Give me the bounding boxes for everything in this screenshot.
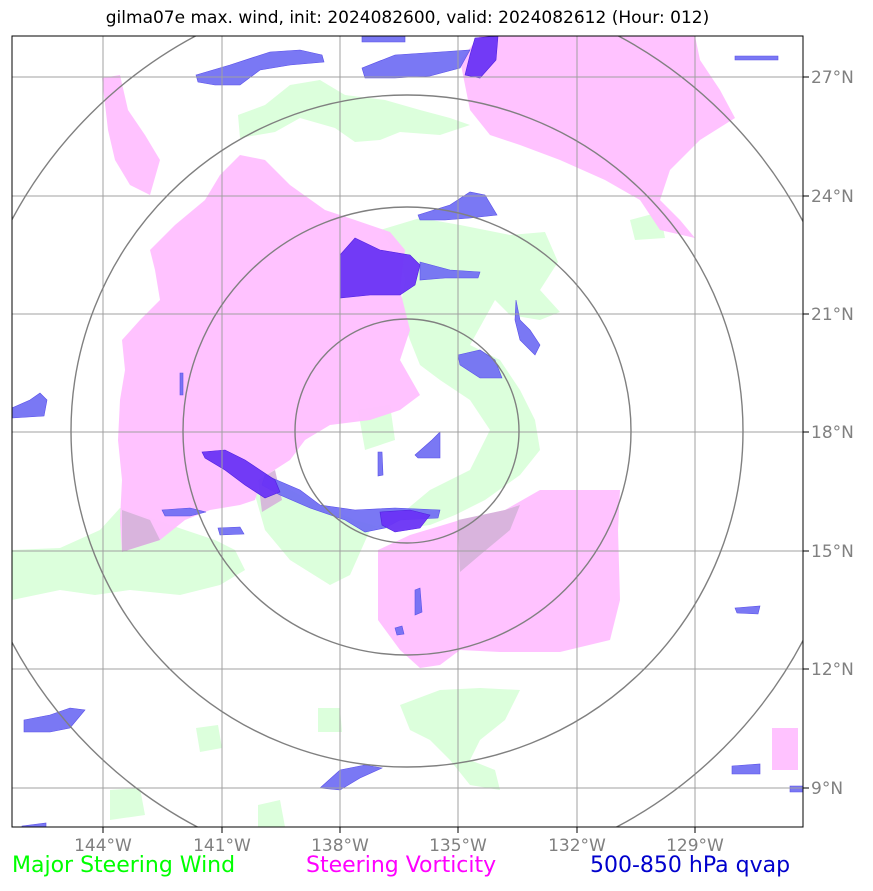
wind-region-south (400, 688, 520, 790)
legend-steering-vorticity: Steering Vorticity (306, 853, 497, 878)
distance-rings (12, 36, 803, 827)
wind-region-north (238, 80, 470, 142)
vorticity-region-southeast (378, 490, 620, 668)
lon-label-129w: 129°W (666, 836, 724, 856)
qvap-region-17 (377, 451, 384, 477)
tick-marks (102, 76, 809, 833)
qvap-dark-region-1 (464, 36, 499, 79)
lon-label-144w: 144°W (74, 836, 132, 856)
qvap-region-7 (457, 349, 503, 379)
qvap-region-18 (734, 605, 761, 615)
legend-qvap: 500-850 hPa qvap (590, 853, 791, 878)
wind-region-patch-c (110, 788, 145, 820)
lat-label-15n: 15°N (811, 542, 854, 562)
qvap-region-6 (514, 299, 541, 356)
vorticity-layer (102, 36, 798, 770)
ring-2 (182, 206, 632, 656)
qvap-region-12 (12, 392, 48, 419)
lat-label-21n: 21°N (811, 305, 854, 325)
qvap-region-20 (734, 55, 779, 61)
wind-region-west (12, 508, 245, 600)
lonlat-grid (12, 36, 803, 827)
qvap-region-11 (217, 526, 245, 536)
ring-3 (70, 94, 744, 768)
lon-label-138w: 138°W (311, 836, 369, 856)
qvap-region-1 (195, 49, 325, 86)
overlap-region-b (122, 510, 160, 552)
lat-label-27n: 27°N (811, 68, 854, 88)
qvap-dark-region-4 (379, 509, 431, 533)
qvap-region-22 (789, 785, 803, 793)
wind-region-patch-a (318, 708, 342, 732)
qvap-region-23 (179, 372, 184, 396)
qvap-region-2 (361, 49, 471, 79)
wind-region-patch-b (196, 725, 222, 752)
vorticity-region-north-small (102, 75, 160, 195)
qvap-region-5 (419, 261, 481, 281)
qvap-region-14 (319, 764, 384, 791)
map-title: gilma07e max. wind, init: 2024082600, va… (105, 8, 710, 28)
steering-wind-layer (12, 80, 665, 827)
lon-label-141w: 141°W (193, 836, 251, 856)
lon-label-135w: 135°W (429, 836, 487, 856)
vorticity-region-northeast (460, 36, 735, 238)
lat-label-18n: 18°N (811, 423, 854, 443)
qvap-region-8 (414, 431, 441, 459)
lat-label-24n: 24°N (811, 187, 854, 207)
vorticity-region-far-southeast (772, 728, 798, 770)
ring-1 (294, 318, 520, 544)
qvap-region-15 (414, 587, 423, 616)
qvap-region-3 (361, 36, 406, 43)
lat-label-12n: 12°N (811, 660, 854, 680)
legend-steering-wind: Major Steering Wind (12, 853, 236, 878)
qvap-region-21 (21, 822, 47, 827)
qvap-region-10 (161, 507, 207, 517)
lon-label-132w: 132°W (548, 836, 606, 856)
qvap-region-16 (394, 625, 405, 636)
wind-region-patch-d (258, 800, 285, 827)
lat-label-9n: 9°N (811, 779, 843, 799)
wind-region-central (255, 218, 560, 585)
qvap-dark-region-2 (339, 237, 421, 299)
qvap-region-13 (23, 707, 86, 733)
qvap-region-19 (731, 763, 761, 775)
